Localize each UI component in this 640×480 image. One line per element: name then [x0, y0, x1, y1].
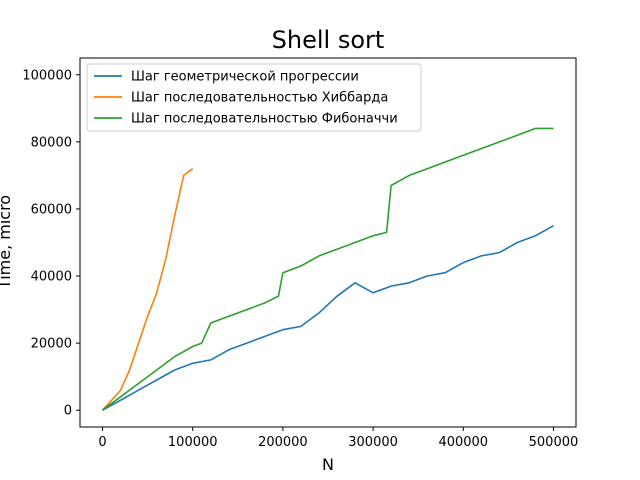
legend-label-1: Шаг геометрической прогрессии [131, 70, 359, 85]
chart-title: Shell sort [272, 26, 385, 54]
y-tick-label: 40000 [31, 270, 72, 285]
x-axis-ticks: 0 100000 200000 300000 400000 500000 [98, 427, 578, 450]
y-tick-label: 100000 [22, 68, 72, 83]
x-tick-label: 300000 [348, 435, 398, 450]
x-tick-label: 400000 [438, 435, 488, 450]
y-tick-label: 60000 [31, 202, 72, 217]
series-line-1 [102, 225, 554, 411]
x-tick-label: 0 [98, 435, 106, 450]
y-axis-ticks: 0 20000 40000 60000 80000 100000 [22, 68, 80, 419]
y-tick-label: 20000 [31, 337, 72, 352]
legend-label-3: Шаг последовательностью Фибоначчи [131, 112, 398, 127]
x-tick-label: 200000 [258, 435, 308, 450]
y-tick-label: 80000 [31, 135, 72, 150]
x-axis-label: N [322, 455, 334, 474]
y-axis-label: Time, micro [0, 195, 14, 290]
x-tick-label: 500000 [529, 435, 579, 450]
series-line-2 [101, 168, 194, 411]
x-tick-label: 100000 [168, 435, 218, 450]
legend-label-2: Шаг последовательностью Хиббарда [131, 91, 388, 106]
axes-frame [79, 57, 577, 428]
y-tick-label: 0 [64, 404, 72, 419]
series-layer [101, 127, 554, 411]
legend-box [86, 63, 422, 132]
legend: Шаг геометрической прогрессии Шаг последо… [86, 63, 422, 132]
series-line-3 [102, 127, 554, 411]
